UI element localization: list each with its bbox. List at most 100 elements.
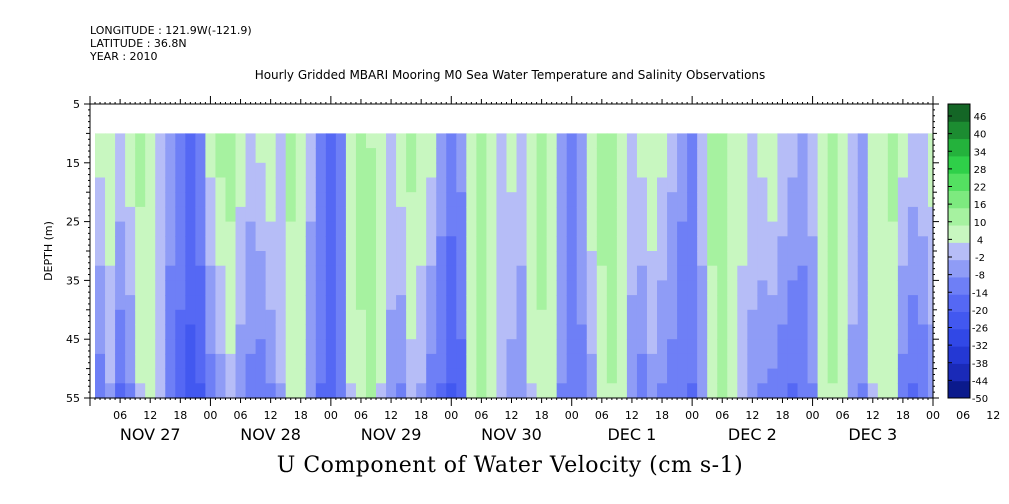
heatmap-cell — [667, 221, 678, 237]
heatmap-cell — [315, 353, 327, 370]
heatmap-cell — [907, 206, 919, 223]
heatmap-cell — [175, 221, 186, 237]
heatmap-cell — [626, 162, 638, 179]
heatmap-cell — [737, 280, 748, 296]
heatmap-cell — [345, 368, 357, 384]
heatmap-cell — [787, 309, 799, 326]
heatmap-cell — [295, 221, 307, 237]
heatmap-cell — [797, 295, 809, 311]
heatmap-cell — [657, 280, 668, 296]
heatmap-cell — [285, 236, 297, 252]
heatmap-cell — [115, 133, 126, 149]
heatmap-cell — [606, 148, 618, 164]
heatmap-cell — [777, 236, 789, 252]
heatmap-cell — [456, 192, 467, 208]
heatmap-cell — [456, 324, 467, 340]
heatmap-cell — [777, 339, 789, 355]
heatmap-cell — [376, 339, 387, 355]
heatmap-cell — [787, 339, 799, 355]
heatmap-cell — [295, 177, 307, 193]
heatmap-cell — [687, 383, 698, 399]
heatmap-cell — [646, 206, 658, 223]
heatmap-cell — [877, 251, 889, 267]
x-tick-label: 06 — [715, 409, 729, 422]
heatmap-cell — [325, 192, 337, 208]
heatmap-cell — [105, 368, 116, 384]
heatmap-cell — [546, 206, 558, 223]
heatmap-cell — [556, 309, 568, 326]
heatmap-cell — [365, 221, 377, 237]
heatmap-cell — [305, 162, 317, 179]
heatmap-cell — [295, 251, 307, 267]
heatmap-cell — [516, 221, 528, 237]
heatmap-cell — [185, 221, 196, 237]
heatmap-cell — [255, 368, 267, 384]
heatmap-cell — [305, 192, 317, 208]
heatmap-cell — [396, 383, 407, 399]
heatmap-cell — [707, 265, 718, 281]
heatmap-cell — [315, 192, 327, 208]
heatmap-cell — [917, 280, 929, 296]
heatmap-cell — [446, 133, 457, 149]
heatmap-cell — [315, 324, 327, 340]
heatmap-cell — [897, 383, 909, 399]
heatmap-cell — [616, 148, 628, 164]
heatmap-cell — [345, 221, 357, 237]
year-label: YEAR : 2010 — [90, 50, 158, 63]
heatmap-cell — [556, 280, 568, 296]
heatmap-cell — [777, 324, 789, 340]
heatmap-cell — [626, 221, 638, 237]
colorbar-swatch — [948, 294, 970, 313]
heatmap-cell — [486, 221, 498, 237]
heatmap-cell — [787, 221, 799, 237]
heatmap-cell — [345, 162, 357, 179]
heatmap-cell — [787, 368, 799, 384]
heatmap-cell — [506, 236, 518, 252]
heatmap-cell — [687, 236, 698, 252]
heatmap-cell — [576, 353, 588, 370]
heatmap-cell — [797, 162, 809, 179]
heatmap-cell — [556, 368, 568, 384]
heatmap-cell — [155, 324, 166, 340]
heatmap-cell — [145, 309, 156, 326]
heatmap-cell — [667, 206, 678, 223]
heatmap-cell — [596, 295, 608, 311]
x-tick-label: 12 — [866, 409, 880, 422]
heatmap-cell — [717, 206, 728, 223]
heatmap-cell — [757, 236, 769, 252]
heatmap-cell — [165, 133, 176, 149]
heatmap-cell — [376, 324, 387, 340]
heatmap-cell — [145, 177, 156, 193]
heatmap-cell — [687, 309, 698, 326]
heatmap-cell — [466, 236, 477, 252]
heatmap-cell — [526, 265, 538, 281]
x-date-label: NOV 28 — [240, 425, 301, 444]
heatmap-cell — [416, 353, 427, 370]
heatmap-cell — [135, 251, 146, 267]
heatmap-cell — [275, 251, 287, 267]
heatmap-cell — [175, 206, 186, 223]
heatmap-cell — [335, 162, 347, 179]
heatmap-cell — [576, 236, 588, 252]
heatmap-cell — [546, 251, 558, 267]
heatmap-cell — [596, 339, 608, 355]
heatmap-cell — [516, 280, 528, 296]
heatmap-cell — [295, 339, 307, 355]
heatmap-cell — [466, 353, 477, 370]
heatmap-cell — [516, 353, 528, 370]
heatmap-cell — [476, 265, 488, 281]
heatmap-cell — [335, 353, 347, 370]
heatmap-cell — [687, 192, 698, 208]
heatmap-cell — [476, 148, 488, 164]
x-tick-label: 06 — [956, 409, 970, 422]
heatmap-cell — [887, 309, 899, 326]
heatmap-cell — [185, 309, 196, 326]
heatmap-cell — [446, 339, 457, 355]
heatmap-cell — [927, 177, 934, 193]
heatmap-cell — [797, 368, 809, 384]
heatmap-cell — [646, 353, 658, 370]
heatmap-cell — [255, 383, 267, 399]
heatmap-cell — [365, 177, 377, 193]
heatmap-cell — [486, 295, 498, 311]
